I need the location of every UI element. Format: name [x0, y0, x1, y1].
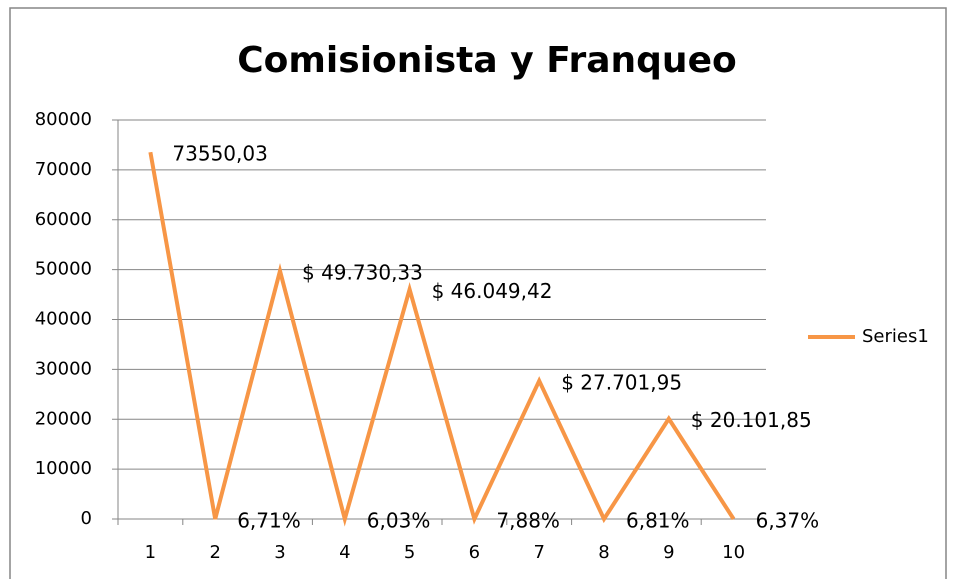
x-tick-label: 5	[404, 542, 415, 563]
data-label: 6,81%	[626, 508, 690, 532]
data-label: 73550,03	[172, 142, 267, 166]
chart-title: Comisionista y Franqueo	[237, 40, 736, 81]
data-label: $ 27.701,95	[561, 370, 682, 394]
y-tick-label: 80000	[35, 109, 92, 130]
x-tick-label: 3	[274, 542, 285, 563]
line-series	[148, 151, 736, 527]
y-tick-label: 10000	[35, 458, 92, 479]
data-label: 6,71%	[237, 508, 301, 532]
x-tick-label: 4	[339, 542, 350, 563]
y-tick-label: 50000	[35, 259, 92, 280]
y-tick-label: 0	[81, 508, 92, 529]
data-label: $ 20.101,85	[691, 408, 812, 432]
x-tick-label: 9	[663, 542, 674, 563]
data-label: $ 46.049,42	[432, 279, 553, 303]
x-tick-label: 6	[469, 542, 480, 563]
y-tick-label: 70000	[35, 159, 92, 180]
y-tick-label: 20000	[35, 408, 92, 429]
x-tick-label: 2	[209, 542, 220, 563]
chart-border	[9, 7, 947, 579]
data-label: 6,03%	[367, 508, 431, 532]
y-tick-label: 60000	[35, 209, 92, 230]
x-tick-label: 8	[598, 542, 609, 563]
y-tick-label: 30000	[35, 358, 92, 379]
data-label: 7,88%	[496, 508, 560, 532]
x-tick-label: 1	[145, 542, 156, 563]
data-label: $ 49.730,33	[302, 260, 423, 284]
y-tick-label: 40000	[35, 309, 92, 330]
x-tick-label: 7	[533, 542, 544, 563]
x-tick-label: 10	[722, 542, 745, 563]
legend-label: Series1	[862, 326, 929, 347]
data-label: 6,37%	[756, 508, 820, 532]
